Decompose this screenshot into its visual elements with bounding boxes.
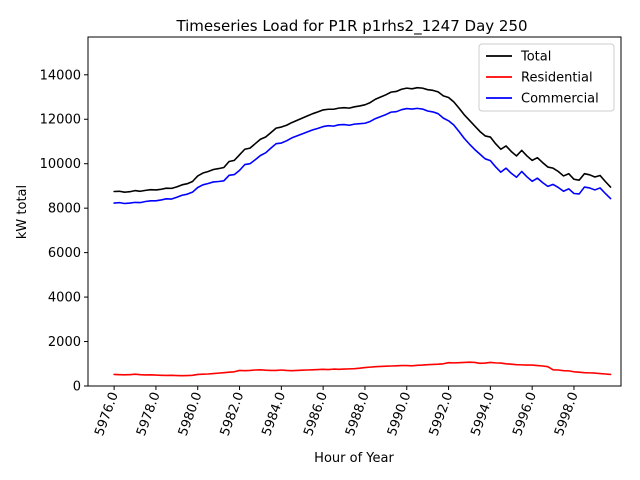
y-tick-label: 14000 bbox=[40, 68, 81, 83]
series-line-residential bbox=[113, 361, 612, 377]
chart-title: Timeseries Load for P1R p1rhs2_1247 Day … bbox=[175, 17, 527, 36]
y-tick-label: 2000 bbox=[48, 335, 81, 350]
series-line-total bbox=[113, 86, 612, 193]
y-tick-label: 8000 bbox=[48, 202, 81, 217]
y-tick-label: 6000 bbox=[48, 246, 81, 261]
y-tick-label: 12000 bbox=[40, 113, 81, 128]
legend-label-commercial: Commercial bbox=[521, 92, 599, 107]
y-axis-ticks: 0 2000 4000 6000 8000 10000 12000 14000 bbox=[40, 68, 88, 395]
y-tick-label: 10000 bbox=[40, 157, 81, 172]
series-line-commercial bbox=[113, 107, 612, 205]
y-tick-label: 4000 bbox=[48, 291, 81, 306]
legend: Total Residential Commercial bbox=[478, 43, 615, 112]
legend-label-residential: Residential bbox=[521, 71, 593, 86]
legend-box bbox=[478, 43, 615, 112]
y-axis-title: kW total bbox=[15, 185, 30, 239]
legend-label-total: Total bbox=[520, 50, 551, 65]
plot-frame bbox=[87, 36, 622, 387]
y-tick-label: 0 bbox=[73, 380, 81, 395]
x-axis-title: Hour of Year bbox=[314, 451, 394, 466]
series-lines bbox=[113, 86, 612, 377]
